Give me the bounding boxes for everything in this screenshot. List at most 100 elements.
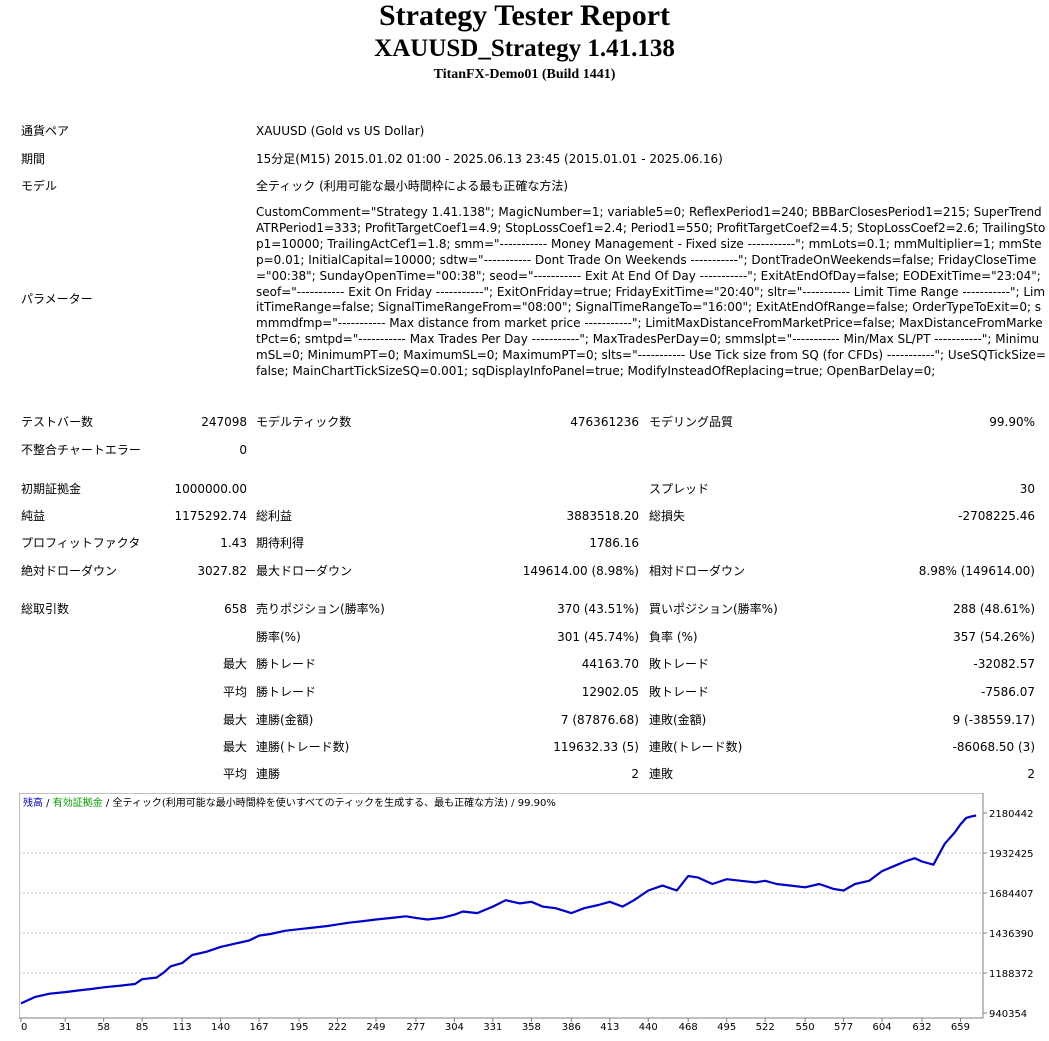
chart-grid xyxy=(19,852,983,974)
legend-quality: 99.90% xyxy=(518,798,556,809)
largest-loss-value: -32082.57 xyxy=(973,657,1035,671)
max-row-label: 最大 xyxy=(222,657,247,671)
largest-win-label: 勝トレード xyxy=(256,657,317,671)
y-tick-label: 940354 xyxy=(989,1009,1027,1020)
y-tick-label: 1436390 xyxy=(989,929,1034,940)
max-drawdown-value: 149614.00 (8.98%) xyxy=(522,564,639,578)
deposit-label: 初期証拠金 xyxy=(21,482,82,496)
cons-profit-label: 連勝(トレード数) xyxy=(256,740,350,754)
cons-loss-value: -86068.50 (3) xyxy=(952,740,1035,754)
avg-loss-label: 敗トレード xyxy=(649,685,710,699)
avg-row-label: 平均 xyxy=(222,767,247,781)
largest-win-value: 44163.70 xyxy=(581,657,639,671)
gross-loss-value: -2708225.46 xyxy=(958,509,1035,523)
max-row-label: 最大 xyxy=(222,740,247,754)
legend-equity: 有効証拠金 xyxy=(53,796,103,809)
x-tick-label: 550 xyxy=(796,1022,815,1033)
x-tick-label: 222 xyxy=(328,1022,347,1033)
max-row-label: 最大 xyxy=(222,713,247,727)
strategy-name: XAUUSD_Strategy 1.41.138 xyxy=(374,35,675,62)
quality-value: 99.90% xyxy=(989,415,1035,429)
profit-factor-label: プロフィットファクタ xyxy=(21,536,141,550)
mismatch-value: 0 xyxy=(239,443,247,457)
loss-rate-value: 357 (54.26%) xyxy=(953,630,1035,644)
gross-profit-label: 総利益 xyxy=(256,509,293,523)
y-tick-label: 1188372 xyxy=(989,969,1034,980)
bars-label: テストバー数 xyxy=(21,415,94,429)
gross-loss-label: 総損失 xyxy=(649,509,686,523)
x-tick-label: 304 xyxy=(445,1022,464,1033)
spread-value: 30 xyxy=(1019,482,1035,496)
x-tick-label: 468 xyxy=(679,1022,698,1033)
x-tick-label: 413 xyxy=(600,1022,619,1033)
x-tick-label: 495 xyxy=(717,1022,736,1033)
win-rate-label: 勝率(%) xyxy=(256,630,301,644)
balance-chart: 2180442 1932425 1684407 1436390 1188372 94035… xyxy=(19,793,1034,1033)
x-tick-label: 604 xyxy=(873,1022,892,1033)
x-tick-label: 113 xyxy=(173,1022,192,1033)
period-label: 期間 xyxy=(21,152,46,166)
ticks-label: モデルティック数 xyxy=(256,415,352,429)
avg-loss-value: -7586.07 xyxy=(981,685,1035,699)
total-trades-value: 658 xyxy=(224,602,247,616)
x-tick-label: 249 xyxy=(366,1022,385,1033)
avg-cons-wins-value: 2 xyxy=(631,767,639,781)
x-tick-label: 277 xyxy=(406,1022,425,1033)
legend-model: 全ティック(利用可能な最小時間枠を使いすべてのティックを生成する、最も正確な方法… xyxy=(112,796,508,809)
legend-balance: 残高 xyxy=(23,796,43,809)
x-tick-label: 577 xyxy=(834,1022,853,1033)
legend-separator: / xyxy=(508,798,518,809)
avg-win-label: 勝トレード xyxy=(256,685,317,699)
expected-payoff-value: 1786.16 xyxy=(589,536,639,550)
x-tick-label: 140 xyxy=(211,1022,230,1033)
balance-line xyxy=(20,814,977,1005)
total-trades-label: 総取引数 xyxy=(21,602,70,616)
pair-value: XAUUSD (Gold vs US Dollar) xyxy=(256,124,425,138)
cons-loss-label: 連敗(トレード数) xyxy=(649,740,743,754)
rel-drawdown-label: 相対ドローダウン xyxy=(649,564,746,578)
x-tick-label: 31 xyxy=(59,1022,72,1033)
profit-factor-value: 1.43 xyxy=(220,536,247,550)
params-value: CustomComment="Strategy 1.41.138"; Magic… xyxy=(256,205,1046,379)
cons-losses-money-label: 連敗(金額) xyxy=(649,713,707,727)
win-rate-value: 301 (45.74%) xyxy=(557,630,639,644)
cons-wins-money-label: 連勝(金額) xyxy=(256,713,314,727)
params-label: パラメーター xyxy=(21,292,93,306)
avg-cons-losses-label: 連敗 xyxy=(649,767,674,781)
model-value: 全ティック (利用可能な最小時間枠による最も正確な方法) xyxy=(256,179,569,193)
y-tick-label: 1684407 xyxy=(989,889,1034,900)
abs-drawdown-value: 3027.82 xyxy=(197,564,247,578)
ticks-value: 476361236 xyxy=(570,415,639,429)
gross-profit-value: 3883518.20 xyxy=(566,509,639,523)
cons-profit-value: 119632.33 (5) xyxy=(553,740,639,754)
chart-y-axis: 2180442 1932425 1684407 1436390 1188372 94035… xyxy=(983,809,1034,1020)
abs-drawdown-label: 絶対ドローダウン xyxy=(21,564,118,578)
x-tick-label: 85 xyxy=(136,1022,149,1033)
x-tick-label: 195 xyxy=(289,1022,308,1033)
server-build: TitanFX-Demo01 (Build 1441) xyxy=(433,67,616,82)
chart-plot-area xyxy=(19,793,984,1019)
y-tick-label: 1932425 xyxy=(989,849,1034,860)
x-tick-label: 632 xyxy=(912,1022,931,1033)
y-tick-label: 2180442 xyxy=(989,809,1034,820)
spread-label: スプレッド xyxy=(649,482,710,496)
period-value: 15分足(M15) 2015.01.02 01:00 - 2025.06.13 … xyxy=(256,152,723,166)
legend-separator: / xyxy=(103,798,113,809)
x-tick-label: 0 xyxy=(21,1022,27,1033)
avg-cons-wins-label: 連勝 xyxy=(256,767,281,781)
cons-losses-money-value: 9 (-38559.17) xyxy=(952,713,1035,727)
cons-wins-money-value: 7 (87876.68) xyxy=(560,713,639,727)
x-tick-label: 659 xyxy=(951,1022,970,1033)
quality-label: モデリング品質 xyxy=(649,415,734,429)
avg-win-value: 12902.05 xyxy=(581,685,639,699)
x-tick-label: 58 xyxy=(97,1022,110,1033)
legend-separator: / xyxy=(43,798,53,809)
largest-loss-label: 敗トレード xyxy=(649,657,710,671)
loss-rate-label: 負率 (%) xyxy=(649,630,698,644)
chart-x-axis: 0 31 58 85 113 140 167 195 222 249 277 304 331 358 386… xyxy=(20,1018,970,1033)
expected-payoff-label: 期待利得 xyxy=(256,536,305,550)
bars-value: 247098 xyxy=(201,415,247,429)
short-positions-value: 370 (43.51%) xyxy=(557,602,639,616)
long-positions-label: 買いポジション(勝率%) xyxy=(649,602,778,616)
net-profit-label: 純益 xyxy=(21,509,46,523)
